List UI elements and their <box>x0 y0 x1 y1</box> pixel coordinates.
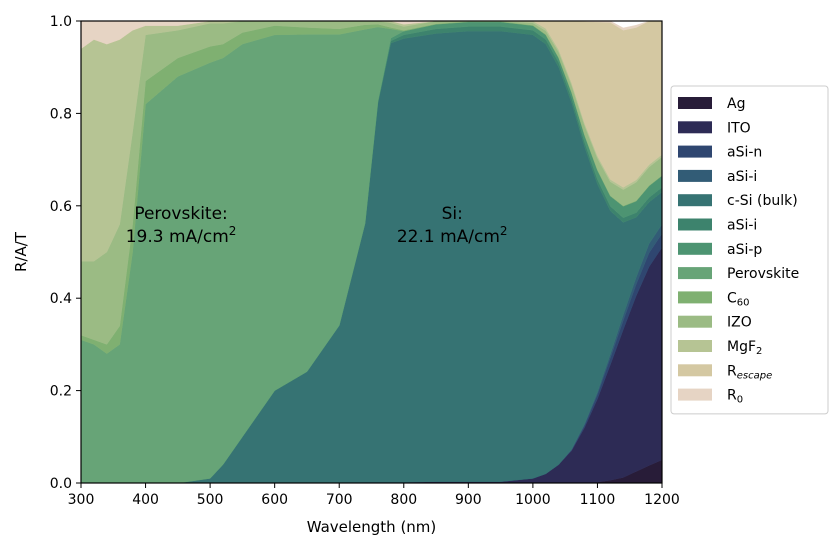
x-tick-label: 800 <box>390 492 417 508</box>
legend-swatch <box>678 242 712 255</box>
legend-swatch <box>678 340 712 352</box>
x-tick-label: 700 <box>326 492 353 508</box>
annotation-si-line1: Si: <box>442 204 463 224</box>
legend-swatch <box>678 169 712 182</box>
legend-swatch <box>678 218 712 231</box>
legend-swatch <box>678 145 712 158</box>
y-tick-label: 1.0 <box>50 14 72 30</box>
x-tick-label: 1200 <box>644 492 680 508</box>
legend-label: Perovskite <box>727 266 799 282</box>
legend-label: aSi-n <box>727 145 762 161</box>
area-series-group <box>80 20 663 484</box>
legend-label: aSi-i <box>727 218 757 234</box>
annotation-perovskite-sup: 2 <box>229 224 237 238</box>
legend-swatch <box>678 97 712 109</box>
legend-frame <box>670 85 829 415</box>
annotation-si-value: 22.1 mA/cm <box>397 227 500 247</box>
y-tick-label: 0.8 <box>50 106 72 122</box>
legend-swatch <box>678 364 712 377</box>
annotation-si-sup: 2 <box>500 224 508 238</box>
legend-swatch <box>678 291 712 304</box>
x-axis: 300 400 500 600 700 800 900 1000 1100 1200 <box>68 483 680 508</box>
x-tick-label: 900 <box>455 492 482 508</box>
x-axis-label: Wavelength (nm) <box>307 518 437 536</box>
legend-label: ITO <box>727 120 751 136</box>
annotation-group: Perovskite: 19.3 mA/cm2 Si: 22.1 mA/cm2 <box>126 204 508 247</box>
plot-frame <box>80 20 663 484</box>
y-axis: 0.0 0.2 0.4 0.6 0.8 1.0 <box>50 14 81 492</box>
x-tick-label: 300 <box>68 492 95 508</box>
x-tick-label: 400 <box>132 492 159 508</box>
y-tick-label: 0.4 <box>50 291 72 307</box>
legend-swatch <box>678 121 712 134</box>
legend-label: Ag <box>727 96 745 112</box>
y-axis-label: R/A/T <box>12 231 30 272</box>
x-tick-label: 1100 <box>580 492 616 508</box>
legend-swatch <box>678 315 712 328</box>
legend: Ag ITO aSi-n aSi-i c-Si (bulk) aSi-i aSi-p Pero… <box>670 85 829 415</box>
legend-label: aSi-i <box>727 169 757 185</box>
x-tick-label: 1000 <box>515 492 551 508</box>
legend-label: c-Si (bulk) <box>727 193 798 209</box>
annotation-si-line2: 22.1 mA/cm2 <box>397 224 508 247</box>
annotation-perovskite-value: 19.3 mA/cm <box>126 227 229 247</box>
y-tick-label: 0.2 <box>50 384 72 400</box>
legend-swatch <box>678 388 712 401</box>
annotation-perovskite-line2: 19.3 mA/cm2 <box>126 224 237 247</box>
legend-label: aSi-p <box>727 242 762 258</box>
legend-label: IZO <box>727 315 752 331</box>
y-tick-label: 0.0 <box>50 476 72 492</box>
y-tick-label: 0.6 <box>50 199 72 215</box>
legend-swatch <box>678 267 712 280</box>
legend-label: MgF2 <box>727 339 762 357</box>
x-tick-label: 600 <box>261 492 288 508</box>
annotation-perovskite-line1: Perovskite: <box>134 204 227 224</box>
x-tick-label: 500 <box>197 492 224 508</box>
legend-swatch <box>678 194 712 207</box>
